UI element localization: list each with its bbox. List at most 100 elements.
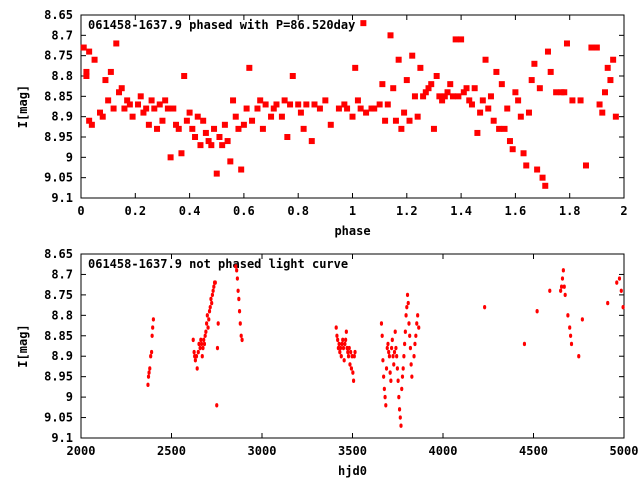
data-point <box>379 321 384 326</box>
data-point <box>207 309 212 314</box>
data-point <box>295 101 302 108</box>
data-point <box>403 341 407 347</box>
data-point <box>219 142 226 149</box>
data-point <box>402 354 406 359</box>
data-point <box>376 101 383 108</box>
data-point <box>183 117 190 124</box>
data-point <box>205 313 209 318</box>
data-point <box>452 36 459 43</box>
data-point <box>531 60 538 67</box>
data-point <box>403 77 410 84</box>
data-point <box>86 48 93 55</box>
data-point <box>412 354 416 359</box>
data-point <box>221 121 228 128</box>
data-point <box>83 68 90 75</box>
data-point <box>420 93 427 100</box>
y-tick-label: 8.7 <box>51 267 73 281</box>
data-point <box>601 89 608 96</box>
data-point <box>569 97 576 104</box>
data-point <box>468 101 475 108</box>
data-point <box>249 117 256 124</box>
data-point <box>535 309 539 314</box>
data-point <box>615 280 619 285</box>
data-point <box>146 374 151 379</box>
data-point <box>561 268 565 273</box>
data-point <box>240 337 244 343</box>
data-point <box>393 329 397 334</box>
data-point <box>140 109 147 116</box>
y-tick-label: 8.85 <box>44 89 73 103</box>
data-point <box>455 93 462 100</box>
data-point <box>389 345 394 351</box>
data-point <box>405 292 410 298</box>
data-point <box>548 288 552 293</box>
data-point <box>405 304 409 310</box>
data-point <box>189 125 196 132</box>
data-point <box>246 64 253 71</box>
data-point <box>227 158 234 165</box>
data-point <box>482 56 489 63</box>
data-point <box>406 300 410 306</box>
data-point <box>349 349 353 355</box>
data-point <box>439 97 446 104</box>
data-point <box>395 366 399 371</box>
data-point <box>303 101 310 108</box>
data-point <box>147 370 151 375</box>
data-point <box>387 349 391 355</box>
data-point <box>197 142 204 149</box>
x-tick-label: 1.2 <box>396 204 418 218</box>
y-axis-label: I[mag] <box>16 85 30 128</box>
data-point <box>273 101 280 108</box>
data-point <box>401 366 405 371</box>
data-point <box>210 292 215 298</box>
data-point <box>381 358 385 363</box>
data-point <box>151 317 155 322</box>
data-point <box>208 142 215 149</box>
data-point <box>154 125 161 132</box>
x-tick-label: 1.4 <box>450 204 472 218</box>
data-point <box>289 73 296 79</box>
data-point <box>239 333 243 338</box>
x-tick-label: 4500 <box>519 444 548 458</box>
data-point <box>336 337 340 343</box>
data-point <box>194 354 199 359</box>
data-point <box>539 174 546 181</box>
data-point <box>395 56 402 63</box>
data-point <box>458 36 465 43</box>
data-point <box>563 40 570 47</box>
data-point <box>353 349 357 355</box>
data-point <box>415 321 419 326</box>
data-point <box>414 333 418 338</box>
data-point <box>392 349 397 355</box>
data-point <box>411 93 418 100</box>
data-point <box>569 333 573 338</box>
data-point <box>449 93 456 100</box>
data-point <box>150 333 154 338</box>
data-point <box>352 354 356 359</box>
data-point <box>568 325 572 330</box>
data-point <box>371 105 378 112</box>
data-point <box>348 362 352 367</box>
data-point <box>338 345 343 351</box>
data-point <box>400 386 404 392</box>
x-tick-label: 1 <box>349 204 356 218</box>
data-point <box>433 73 440 79</box>
x-tick-label: 4000 <box>429 444 458 458</box>
data-point <box>334 325 338 330</box>
data-point <box>83 73 90 79</box>
data-point <box>262 101 269 108</box>
x-tick-label: 3000 <box>248 444 277 458</box>
y-tick-label: 8.65 <box>44 8 73 22</box>
data-point <box>391 354 395 359</box>
data-point <box>343 341 347 347</box>
y-tick-label: 8.95 <box>44 130 73 144</box>
data-point <box>230 97 237 104</box>
data-point <box>116 89 123 96</box>
data-point <box>394 345 398 351</box>
data-point <box>175 125 182 132</box>
data-point <box>196 349 200 355</box>
data-point <box>606 300 610 306</box>
data-point <box>192 349 196 355</box>
data-point <box>213 170 220 177</box>
data-point <box>211 125 218 132</box>
